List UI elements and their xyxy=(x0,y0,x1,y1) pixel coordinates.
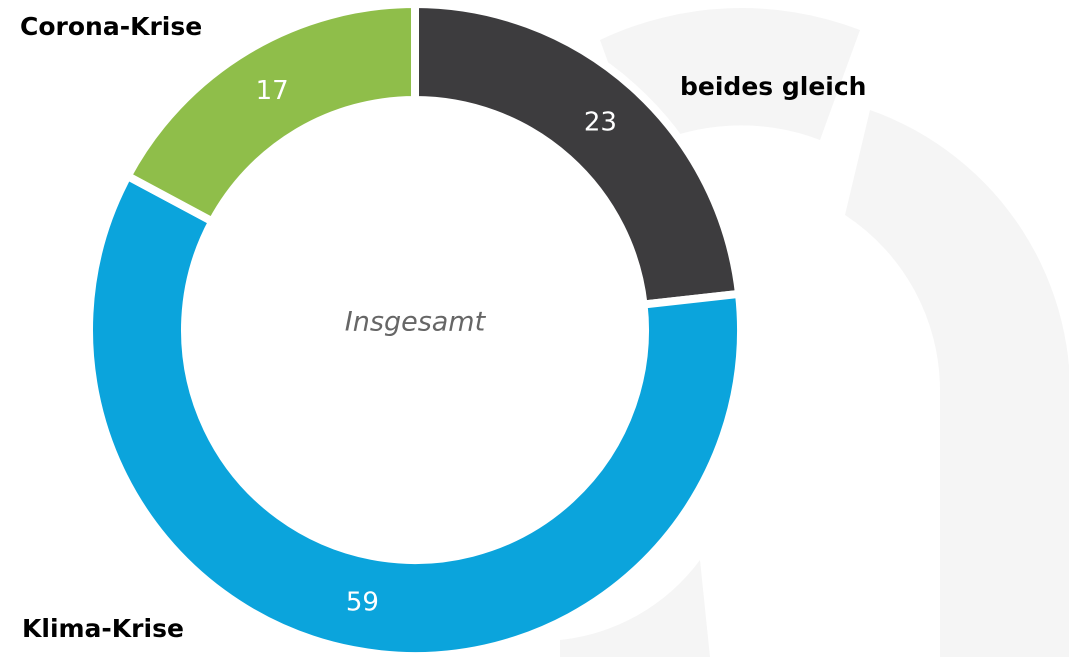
value-label: 17 xyxy=(256,76,289,106)
slice xyxy=(122,0,419,227)
center-label: Insgesamt xyxy=(345,307,487,338)
watermark-arc-top xyxy=(600,8,860,150)
slice xyxy=(85,170,745,657)
watermark xyxy=(560,8,1069,657)
donut xyxy=(85,0,745,657)
watermark-arc-right xyxy=(845,110,1069,657)
value-label: 23 xyxy=(584,107,617,137)
watermark-arc-bottom xyxy=(560,560,710,657)
category-label: Klima-Krise xyxy=(22,614,184,643)
value-label: 59 xyxy=(346,587,379,617)
category-label: Corona-Krise xyxy=(20,12,202,41)
category-label: beides gleich xyxy=(680,72,866,101)
slice xyxy=(411,0,744,309)
